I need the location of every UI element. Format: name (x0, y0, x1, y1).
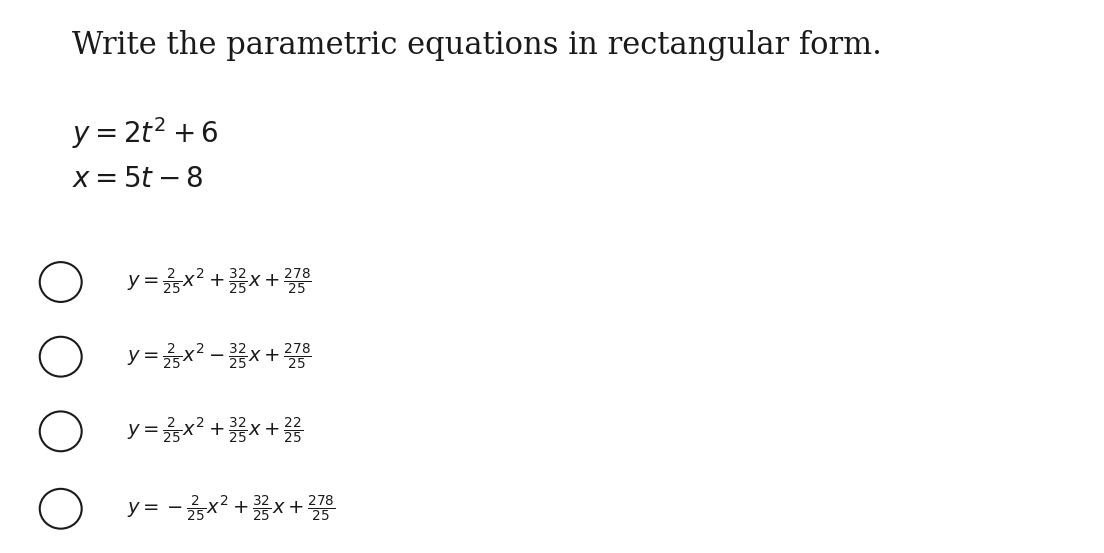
Text: Write the parametric equations in rectangular form.: Write the parametric equations in rectan… (72, 30, 882, 61)
Text: $x = 5t - 8$: $x = 5t - 8$ (72, 166, 203, 193)
Text: $y = \frac{2}{25}x^2 + \frac{32}{25}x + \frac{22}{25}$: $y = \frac{2}{25}x^2 + \frac{32}{25}x + … (127, 416, 302, 446)
Text: $y = 2t^2 + 6$: $y = 2t^2 + 6$ (72, 115, 219, 150)
Text: $y = -\frac{2}{25}x^2 + \frac{32}{25}x + \frac{278}{25}$: $y = -\frac{2}{25}x^2 + \frac{32}{25}x +… (127, 494, 336, 524)
Text: $y = \frac{2}{25}x^2 + \frac{32}{25}x + \frac{278}{25}$: $y = \frac{2}{25}x^2 + \frac{32}{25}x + … (127, 267, 311, 297)
Text: $y = \frac{2}{25}x^2 - \frac{32}{25}x + \frac{278}{25}$: $y = \frac{2}{25}x^2 - \frac{32}{25}x + … (127, 342, 311, 372)
